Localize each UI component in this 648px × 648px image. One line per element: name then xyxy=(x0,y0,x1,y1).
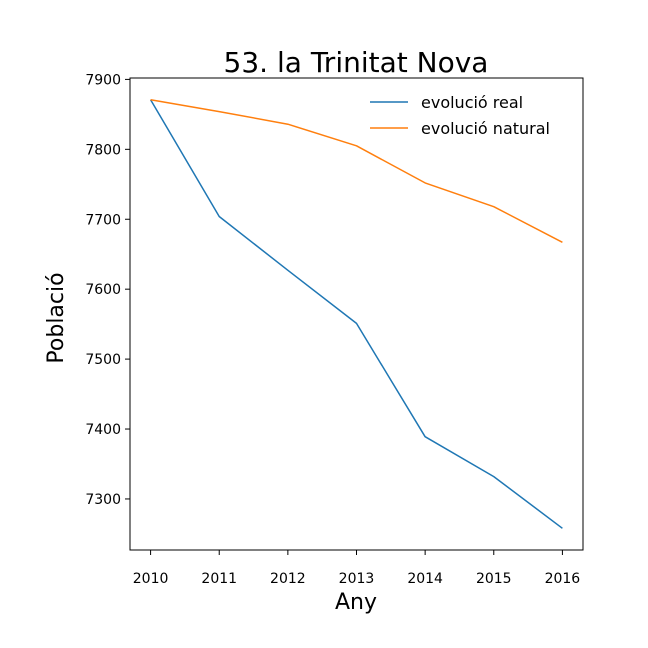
legend: evolució real evolució natural xyxy=(370,93,550,138)
y-tick-label: 7900 xyxy=(85,72,121,88)
y-axis-label: Població xyxy=(44,272,69,363)
x-tick-label: 2011 xyxy=(201,571,237,587)
series-line-natural xyxy=(150,98,563,243)
y-tick-label: 7700 xyxy=(85,212,121,228)
y-tick-label: 7600 xyxy=(85,282,121,298)
legend-label-real: evolució real xyxy=(421,93,523,112)
y-tick-label: 7500 xyxy=(85,352,121,368)
x-tick-label: 2010 xyxy=(133,571,169,587)
x-axis: 2010 2011 2012 2013 2014 2015 2016 xyxy=(133,550,581,587)
y-axis: 7300 7400 7500 7600 7700 7800 7900 xyxy=(85,72,130,508)
x-tick-label: 2012 xyxy=(270,571,306,587)
x-tick-label: 2014 xyxy=(407,571,443,587)
plot-frame xyxy=(129,77,584,551)
series-line-real xyxy=(149,99,563,529)
x-axis-label: Any xyxy=(335,590,377,615)
chart-title: 53. la Trinitat Nova xyxy=(224,46,489,79)
plot-area xyxy=(129,77,584,551)
y-tick-label: 7800 xyxy=(85,142,121,158)
y-tick-label: 7400 xyxy=(85,422,121,438)
x-tick-label: 2013 xyxy=(339,571,375,587)
series-layer xyxy=(149,98,563,529)
y-tick-label: 7300 xyxy=(85,492,121,508)
legend-label-natural: evolució natural xyxy=(421,119,550,138)
x-tick-label: 2016 xyxy=(545,571,581,587)
x-tick-label: 2015 xyxy=(476,571,512,587)
